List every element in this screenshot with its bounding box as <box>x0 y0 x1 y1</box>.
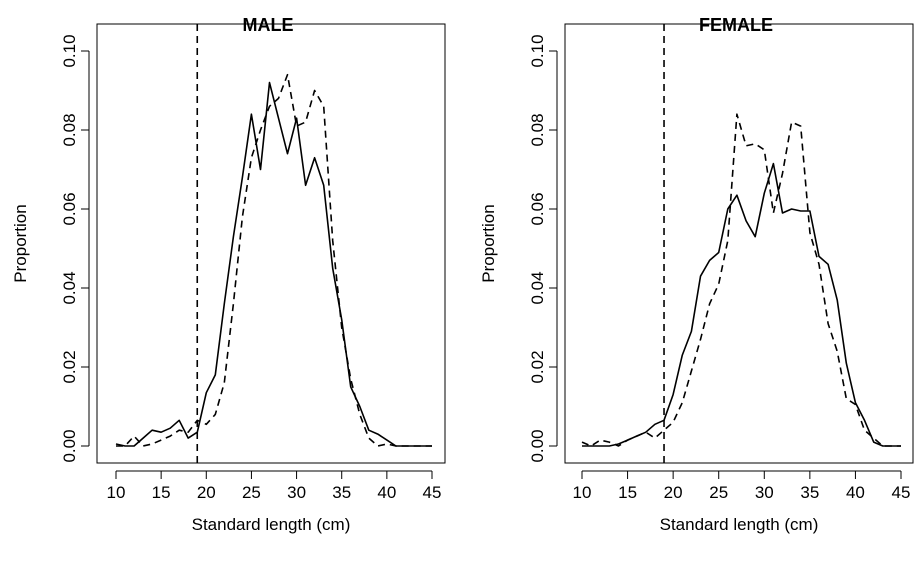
chart-title: MALE <box>243 15 294 35</box>
x-tick-label: 45 <box>892 483 911 502</box>
x-tick-label: 10 <box>573 483 592 502</box>
x-tick-label: 40 <box>377 483 396 502</box>
series-line-solid <box>582 162 901 447</box>
panel-male: 10 15 20 25 30 35 40 45 0.00 0.02 0.04 0.06 0.08 0.10… <box>11 15 446 534</box>
x-tick-label: 30 <box>287 483 306 502</box>
y-tick-label: 0.00 <box>528 429 547 462</box>
plot-frame <box>564 23 914 464</box>
y-axis-label: Proportion <box>11 204 30 282</box>
x-tick-label: 15 <box>152 483 171 502</box>
x-tick-label: 30 <box>755 483 774 502</box>
y-tick-label: 0.00 <box>60 429 79 462</box>
y-tick-label: 0.10 <box>60 34 79 67</box>
y-tick-label: 0.02 <box>528 350 547 383</box>
x-tick-label: 15 <box>618 483 637 502</box>
x-tick-label: 20 <box>197 483 216 502</box>
x-axis-label: Standard length (cm) <box>660 515 819 534</box>
y-tick-label: 0.10 <box>528 34 547 67</box>
y-tick-label: 0.08 <box>528 113 547 146</box>
y-tick-label: 0.04 <box>60 271 79 304</box>
y-tick-label: 0.02 <box>60 350 79 383</box>
series-line-solid <box>115 81 432 447</box>
x-tick-label: 40 <box>846 483 865 502</box>
x-axis-label: Standard length (cm) <box>192 515 351 534</box>
y-tick-label: 0.08 <box>60 113 79 146</box>
x-tick-label: 45 <box>423 483 442 502</box>
plot-frame <box>96 23 446 464</box>
y-tick-label: 0.06 <box>528 192 547 225</box>
x-tick-label: 20 <box>664 483 683 502</box>
x-tick-label: 25 <box>709 483 728 502</box>
series-line-dashed <box>116 73 432 447</box>
x-tick-label: 35 <box>332 483 351 502</box>
x-tick-label: 10 <box>107 483 126 502</box>
y-tick-label: 0.06 <box>60 192 79 225</box>
panel-female: 10 15 20 25 30 35 40 45 0.00 0.02 0.04 0.06 0.08 0.10… <box>479 15 914 534</box>
y-axis-label: Proportion <box>479 204 498 282</box>
x-tick-label: 25 <box>242 483 261 502</box>
x-tick-label: 35 <box>800 483 819 502</box>
y-tick-label: 0.04 <box>528 271 547 304</box>
chart-title: FEMALE <box>699 15 773 35</box>
